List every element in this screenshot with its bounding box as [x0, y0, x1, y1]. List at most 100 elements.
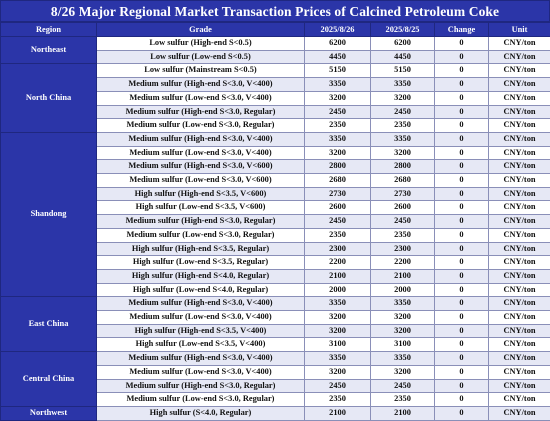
region-cell: East China	[1, 297, 97, 352]
unit-cell: CNY/ton	[489, 406, 550, 420]
grade-cell: Medium sulfur (High-end S<3.0, V<600)	[97, 160, 305, 174]
unit-cell: CNY/ton	[489, 311, 550, 325]
price-current-cell: 2730	[305, 187, 371, 201]
price-previous-cell: 3100	[371, 338, 435, 352]
column-header-date-previous: 2025/8/25	[371, 23, 435, 37]
unit-cell: CNY/ton	[489, 242, 550, 256]
price-current-cell: 2350	[305, 393, 371, 407]
grade-cell: Medium sulfur (Low-end S<3.0, V<400)	[97, 91, 305, 105]
change-cell: 0	[435, 256, 489, 270]
unit-cell: CNY/ton	[489, 174, 550, 188]
unit-cell: CNY/ton	[489, 187, 550, 201]
grade-cell: Medium sulfur (High-end S<3.0, V<400)	[97, 78, 305, 92]
region-cell: Central China	[1, 352, 97, 407]
column-header-region: Region	[1, 23, 97, 37]
price-previous-cell: 2350	[371, 228, 435, 242]
price-current-cell: 2450	[305, 379, 371, 393]
grade-cell: Low sulfur (Low-end S<0.5)	[97, 50, 305, 64]
change-cell: 0	[435, 365, 489, 379]
price-table: Region Grade 2025/8/26 2025/8/25 Change …	[0, 22, 550, 421]
unit-cell: CNY/ton	[489, 50, 550, 64]
grade-cell: Medium sulfur (High-end S<3.0, V<400)	[97, 297, 305, 311]
price-current-cell: 6200	[305, 37, 371, 51]
price-previous-cell: 2450	[371, 105, 435, 119]
price-current-cell: 2450	[305, 215, 371, 229]
price-previous-cell: 2600	[371, 201, 435, 215]
unit-cell: CNY/ton	[489, 160, 550, 174]
price-current-cell: 3200	[305, 91, 371, 105]
change-cell: 0	[435, 228, 489, 242]
price-previous-cell: 2300	[371, 242, 435, 256]
price-current-cell: 5150	[305, 64, 371, 78]
grade-cell: High sulfur (High-end S<3.5, Regular)	[97, 242, 305, 256]
region-cell: Northeast	[1, 37, 97, 64]
change-cell: 0	[435, 146, 489, 160]
price-current-cell: 2200	[305, 256, 371, 270]
unit-cell: CNY/ton	[489, 37, 550, 51]
price-current-cell: 2100	[305, 406, 371, 420]
change-cell: 0	[435, 201, 489, 215]
price-previous-cell: 2200	[371, 256, 435, 270]
price-previous-cell: 3200	[371, 91, 435, 105]
price-previous-cell: 3350	[371, 297, 435, 311]
price-current-cell: 2100	[305, 269, 371, 283]
change-cell: 0	[435, 311, 489, 325]
region-cell: Northwest	[1, 406, 97, 420]
grade-cell: Medium sulfur (Low-end S<3.0, Regular)	[97, 228, 305, 242]
price-previous-cell: 3200	[371, 146, 435, 160]
change-cell: 0	[435, 393, 489, 407]
change-cell: 0	[435, 105, 489, 119]
grade-cell: Medium sulfur (High-end S<3.0, V<400)	[97, 132, 305, 146]
change-cell: 0	[435, 78, 489, 92]
price-current-cell: 3200	[305, 311, 371, 325]
column-header-grade: Grade	[97, 23, 305, 37]
grade-cell: Medium sulfur (Low-end S<3.0, V<400)	[97, 365, 305, 379]
unit-cell: CNY/ton	[489, 352, 550, 366]
unit-cell: CNY/ton	[489, 283, 550, 297]
grade-cell: High sulfur (Low-end S<3.5, V<400)	[97, 338, 305, 352]
price-previous-cell: 2100	[371, 269, 435, 283]
price-previous-cell: 2450	[371, 379, 435, 393]
change-cell: 0	[435, 242, 489, 256]
price-current-cell: 3350	[305, 132, 371, 146]
change-cell: 0	[435, 174, 489, 188]
grade-cell: High sulfur (High-end S<3.5, V<600)	[97, 187, 305, 201]
grade-cell: High sulfur (High-end S<4.0, Regular)	[97, 269, 305, 283]
price-previous-cell: 3350	[371, 352, 435, 366]
change-cell: 0	[435, 64, 489, 78]
grade-cell: High sulfur (High-end S<3.5, V<400)	[97, 324, 305, 338]
grade-cell: High sulfur (Low-end S<4.0, Regular)	[97, 283, 305, 297]
unit-cell: CNY/ton	[489, 146, 550, 160]
price-current-cell: 3200	[305, 324, 371, 338]
unit-cell: CNY/ton	[489, 91, 550, 105]
change-cell: 0	[435, 187, 489, 201]
price-previous-cell: 2350	[371, 119, 435, 133]
grade-cell: Medium sulfur (Low-end S<3.0, Regular)	[97, 119, 305, 133]
grade-cell: High sulfur (Low-end S<3.5, V<600)	[97, 201, 305, 215]
unit-cell: CNY/ton	[489, 365, 550, 379]
change-cell: 0	[435, 324, 489, 338]
change-cell: 0	[435, 406, 489, 420]
unit-cell: CNY/ton	[489, 393, 550, 407]
change-cell: 0	[435, 269, 489, 283]
grade-cell: Medium sulfur (Low-end S<3.0, V<400)	[97, 146, 305, 160]
unit-cell: CNY/ton	[489, 78, 550, 92]
unit-cell: CNY/ton	[489, 201, 550, 215]
change-cell: 0	[435, 91, 489, 105]
change-cell: 0	[435, 215, 489, 229]
column-header-unit: Unit	[489, 23, 550, 37]
price-current-cell: 2350	[305, 119, 371, 133]
unit-cell: CNY/ton	[489, 105, 550, 119]
price-current-cell: 3200	[305, 365, 371, 379]
unit-cell: CNY/ton	[489, 379, 550, 393]
grade-cell: High sulfur (S<4.0, Regular)	[97, 406, 305, 420]
price-current-cell: 3200	[305, 146, 371, 160]
region-cell: Shandong	[1, 132, 97, 296]
price-previous-cell: 3200	[371, 324, 435, 338]
table-header: Region Grade 2025/8/26 2025/8/25 Change …	[1, 23, 550, 37]
price-previous-cell: 3200	[371, 365, 435, 379]
